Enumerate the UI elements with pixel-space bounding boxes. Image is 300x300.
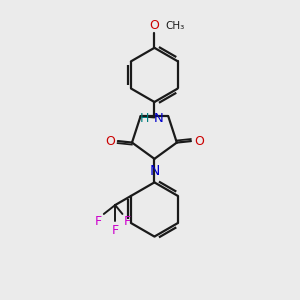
Text: O: O <box>194 135 204 148</box>
Text: O: O <box>149 19 159 32</box>
Text: N: N <box>154 112 164 125</box>
Text: O: O <box>105 135 115 148</box>
Text: N: N <box>149 164 160 178</box>
Text: H: H <box>140 112 149 125</box>
Text: CH₃: CH₃ <box>166 21 185 31</box>
Text: F: F <box>112 224 119 237</box>
Text: F: F <box>124 215 131 228</box>
Text: F: F <box>94 215 101 228</box>
